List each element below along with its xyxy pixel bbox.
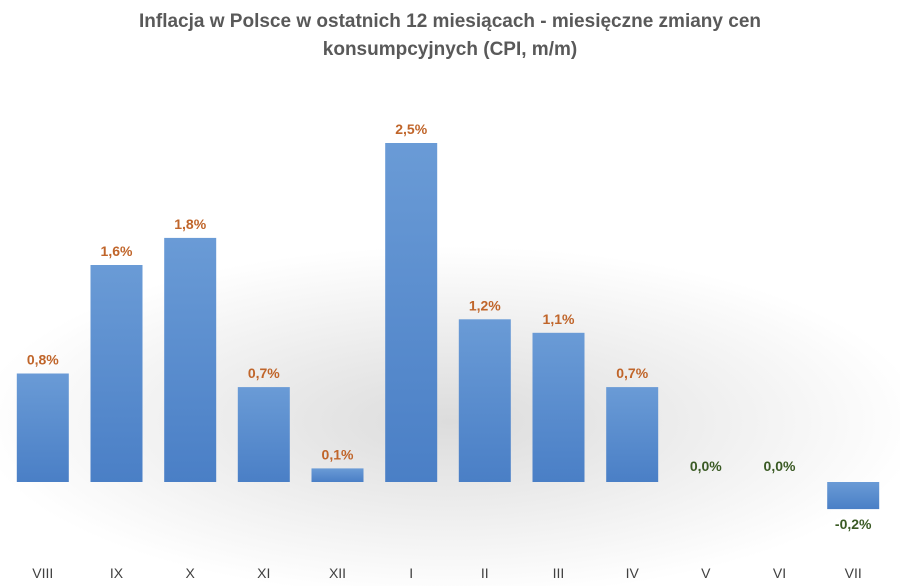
x-tick-label-VII: VII <box>845 565 862 581</box>
bar-XI <box>237 387 290 482</box>
x-tick-label-IV: IV <box>626 565 640 581</box>
data-label-V: 0,0% <box>690 458 722 474</box>
chart-title: Inflacja w Polsce w ostatnich 12 miesiąc… <box>0 8 900 64</box>
bar-IV <box>606 387 659 482</box>
data-label-II: 1,2% <box>469 297 501 313</box>
bar-XII <box>311 468 364 482</box>
x-tick-label-X: X <box>186 565 196 581</box>
bar-IX <box>90 265 143 482</box>
bar-VIII <box>16 373 69 482</box>
data-label-III: 1,1% <box>543 311 575 327</box>
bar-III <box>532 332 585 482</box>
data-label-XI: 0,7% <box>248 365 280 381</box>
x-tick-label-V: V <box>701 565 711 581</box>
chart-title-line-2: konsumpcyjnych (CPI, m/m) <box>322 39 578 60</box>
data-label-VI: 0,0% <box>764 458 796 474</box>
x-tick-label-XI: XI <box>257 565 270 581</box>
x-tick-label-II: II <box>481 565 489 581</box>
x-tick-label-VIII: VIII <box>32 565 53 581</box>
chart-title-line-1: Inflacja w Polsce w ostatnich 12 miesiąc… <box>139 11 761 32</box>
x-tick-label-IX: IX <box>110 565 124 581</box>
data-label-X: 1,8% <box>174 216 206 232</box>
x-tick-label-XII: XII <box>329 565 346 581</box>
bar-II <box>458 319 511 482</box>
x-tick-label-I: I <box>409 565 413 581</box>
data-label-XII: 0,1% <box>322 446 354 462</box>
data-label-IV: 0,7% <box>616 365 648 381</box>
x-tick-label-VI: VI <box>773 565 786 581</box>
bar-I <box>385 143 438 482</box>
data-label-VII: -0,2% <box>835 516 872 532</box>
data-label-VIII: 0,8% <box>27 352 59 368</box>
data-label-I: 2,5% <box>395 121 427 137</box>
x-tick-label-III: III <box>553 565 565 581</box>
bar-VII <box>827 482 880 510</box>
bar-X <box>164 237 217 482</box>
data-label-IX: 1,6% <box>101 243 133 259</box>
